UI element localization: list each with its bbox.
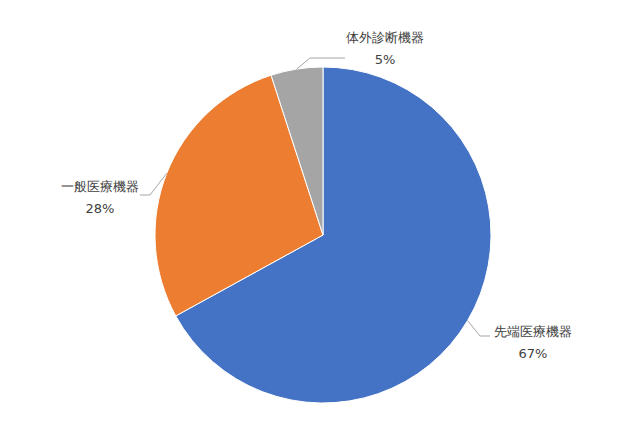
chart-container: {"chart_data": {"type": "pie", "categori… — [0, 0, 640, 440]
labels: 先端医療機器 67% 一般医療機器 28% 体外診断機器 5% — [61, 30, 572, 361]
category-label: 一般医療機器 — [61, 179, 139, 194]
category-label: 体外診断機器 — [346, 30, 424, 45]
category-label: 先端医療機器 — [494, 324, 572, 339]
pie-slice — [271, 67, 323, 235]
value-label: 5% — [375, 52, 396, 67]
value-label: 28% — [86, 201, 115, 216]
leader-line — [468, 321, 490, 336]
leader-line — [140, 173, 167, 195]
chart-svg: 先端医療機器 67% 一般医療機器 28% 体外診断機器 5% — [0, 0, 640, 440]
slices — [155, 67, 491, 403]
value-label: 67% — [519, 346, 548, 361]
leader-line — [297, 58, 345, 69]
